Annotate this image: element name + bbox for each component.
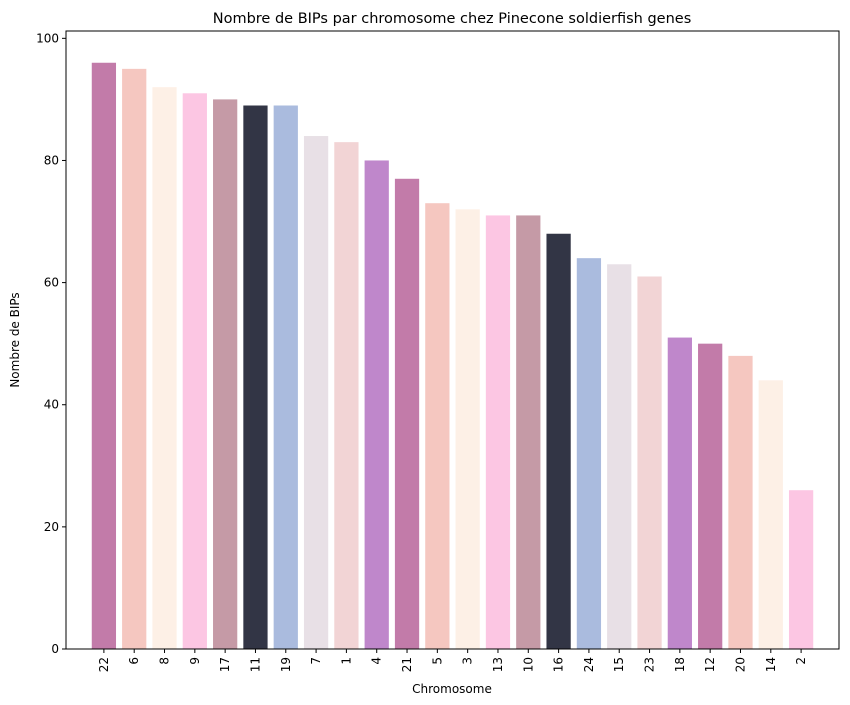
- y-tick-label: 80: [44, 153, 59, 167]
- bar-chromosome-9: [182, 93, 207, 650]
- y-tick-label: 0: [51, 642, 59, 656]
- bar-chromosome-6: [122, 68, 147, 650]
- bar-chromosome-17: [213, 99, 238, 649]
- bar-chromosome-18: [667, 337, 692, 649]
- bar-chromosome-20: [728, 355, 753, 649]
- bar-chromosome-10: [516, 215, 541, 650]
- x-tick-label: 24: [582, 657, 596, 672]
- bar-chromosome-12: [698, 343, 723, 649]
- bar-chromosome-19: [273, 105, 298, 650]
- bar-chromosome-23: [637, 276, 662, 649]
- x-tick-label: 11: [248, 657, 262, 672]
- bar-chromosome-2: [788, 490, 814, 649]
- x-tick-label: 21: [400, 657, 414, 672]
- y-tick-label: 40: [44, 398, 59, 412]
- bar-chromosome-11: [243, 105, 268, 650]
- x-tick-label: 1: [339, 657, 353, 665]
- y-tick-label: 60: [44, 276, 59, 290]
- x-tick-label: 8: [158, 657, 172, 665]
- x-tick-label: 9: [188, 657, 202, 665]
- bar-chromosome-4: [364, 160, 389, 649]
- bar-chromosome-13: [485, 215, 511, 650]
- y-axis-label: Nombre de BIPs: [8, 292, 22, 387]
- y-axis-ticks: 0 20 40 60 80 100: [36, 31, 66, 656]
- bar-chromosome-5: [425, 203, 450, 650]
- x-tick-label: 20: [733, 657, 747, 672]
- x-tick-label: 7: [309, 657, 323, 665]
- bar-chromosome-1: [334, 142, 359, 650]
- x-axis-label: Chromosome: [412, 682, 492, 696]
- y-tick-label: 100: [36, 31, 59, 45]
- chart-title: Nombre de BIPs par chromosome chez Pinec…: [213, 11, 692, 27]
- x-tick-label: 3: [461, 657, 475, 665]
- x-tick-label: 18: [673, 657, 687, 672]
- bar-chromosome-8: [152, 87, 177, 649]
- x-tick-label: 19: [279, 657, 293, 672]
- y-tick-label: 20: [44, 520, 59, 534]
- x-tick-label: 22: [97, 657, 111, 672]
- x-axis-ticks: 22 6 8 9 17 11 19 7 1 4 21 5 3 13 10 16 24 15 23 18 12 20 14 2: [97, 649, 808, 672]
- bar-chromosome-7: [303, 136, 329, 649]
- x-tick-label: 2: [794, 657, 808, 665]
- x-tick-label: 13: [491, 657, 505, 672]
- x-tick-label: 16: [552, 657, 566, 672]
- bar-chromosome-14: [758, 380, 783, 649]
- plot-frame: [65, 30, 840, 650]
- x-tick-label: 6: [127, 657, 141, 665]
- bars-group: [91, 62, 814, 650]
- x-tick-label: 5: [430, 657, 444, 665]
- bar-chromosome-15: [607, 264, 632, 649]
- bar-chromosome-21: [394, 178, 420, 650]
- bar-chromosome-16: [546, 233, 571, 649]
- bar-chromosome-22: [91, 62, 117, 649]
- x-tick-label: 4: [370, 657, 384, 665]
- x-tick-label: 14: [764, 657, 778, 672]
- bar-chromosome-24: [576, 258, 602, 649]
- x-tick-label: 15: [612, 657, 626, 672]
- x-tick-label: 12: [703, 657, 717, 672]
- x-tick-label: 10: [521, 657, 535, 672]
- x-tick-label: 23: [643, 657, 657, 672]
- bar-chromosome-3: [455, 209, 480, 649]
- x-tick-label: 17: [218, 657, 232, 672]
